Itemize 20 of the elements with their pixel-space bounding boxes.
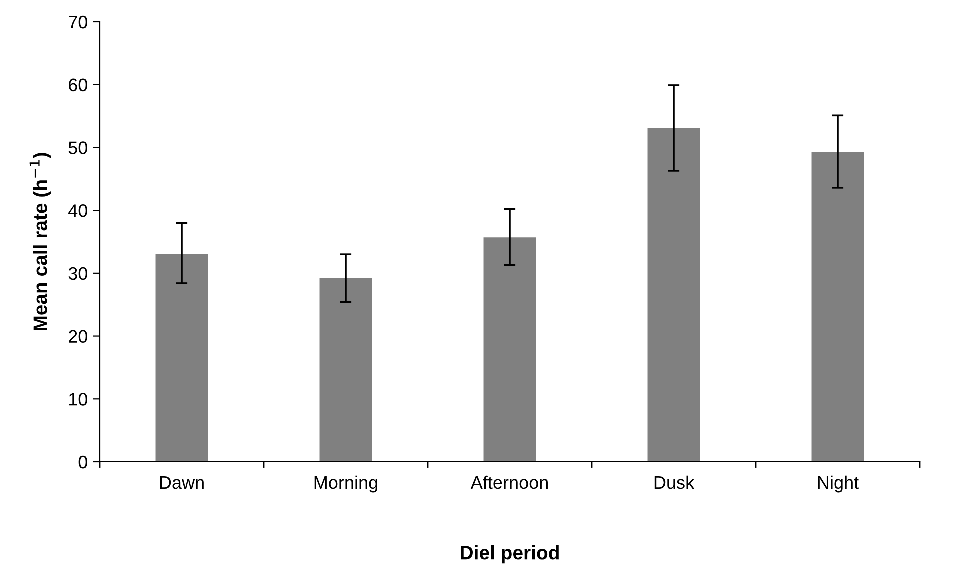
y-tick-label: 50: [68, 142, 88, 154]
x-tick-label: Dawn: [160, 476, 204, 490]
y-tick-label: 70: [69, 16, 88, 29]
y-tick-label: 0: [78, 456, 88, 469]
bar: [484, 238, 536, 462]
bar: [812, 152, 864, 462]
x-tick-label: Dusk: [654, 476, 695, 490]
x-axis-title: Diel period: [461, 546, 559, 564]
y-tick-label: 30: [68, 267, 88, 280]
y-axis-title: Mean call rate (h$^{−1}$): [30, 153, 52, 331]
y-tick-label: 20: [69, 330, 88, 344]
bar: [320, 278, 372, 462]
x-tick-label: Afternoon: [470, 476, 548, 490]
y-tick-label: 10: [69, 393, 88, 406]
x-tick-label: Night: [818, 476, 859, 493]
x-tick-label: Morning: [314, 476, 378, 493]
bar: [156, 254, 208, 462]
y-tick-label: 40: [68, 204, 88, 218]
y-tick-label: 60: [69, 78, 88, 92]
bar: [648, 128, 700, 462]
